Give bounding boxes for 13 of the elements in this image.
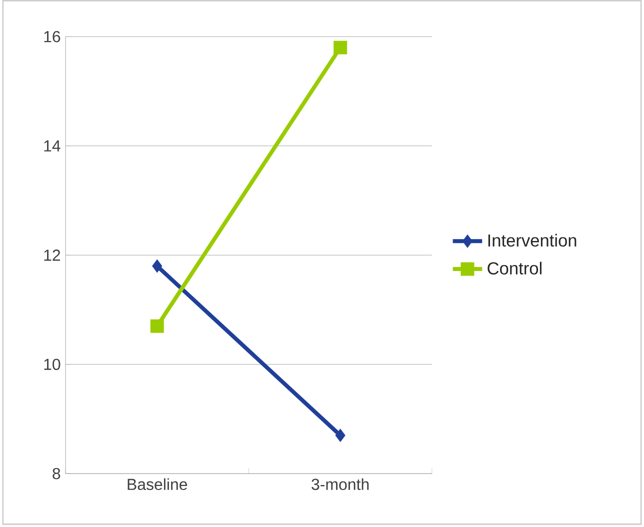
- y-tick-label: 10: [44, 358, 60, 370]
- point: [150, 319, 164, 333]
- point: [335, 428, 346, 442]
- point: [152, 259, 162, 273]
- point: [334, 40, 348, 54]
- y-tick-label: 16: [44, 30, 60, 42]
- y-tick-label: 14: [44, 140, 60, 152]
- legend-label: Intervention: [488, 234, 576, 247]
- x-tick-label: Baseline: [128, 478, 188, 490]
- legend-label: Control: [488, 262, 542, 274]
- y-tick-label: 12: [44, 249, 60, 261]
- y-tick-label: 8: [52, 468, 60, 480]
- x-tick-label: 3-month: [312, 478, 369, 490]
